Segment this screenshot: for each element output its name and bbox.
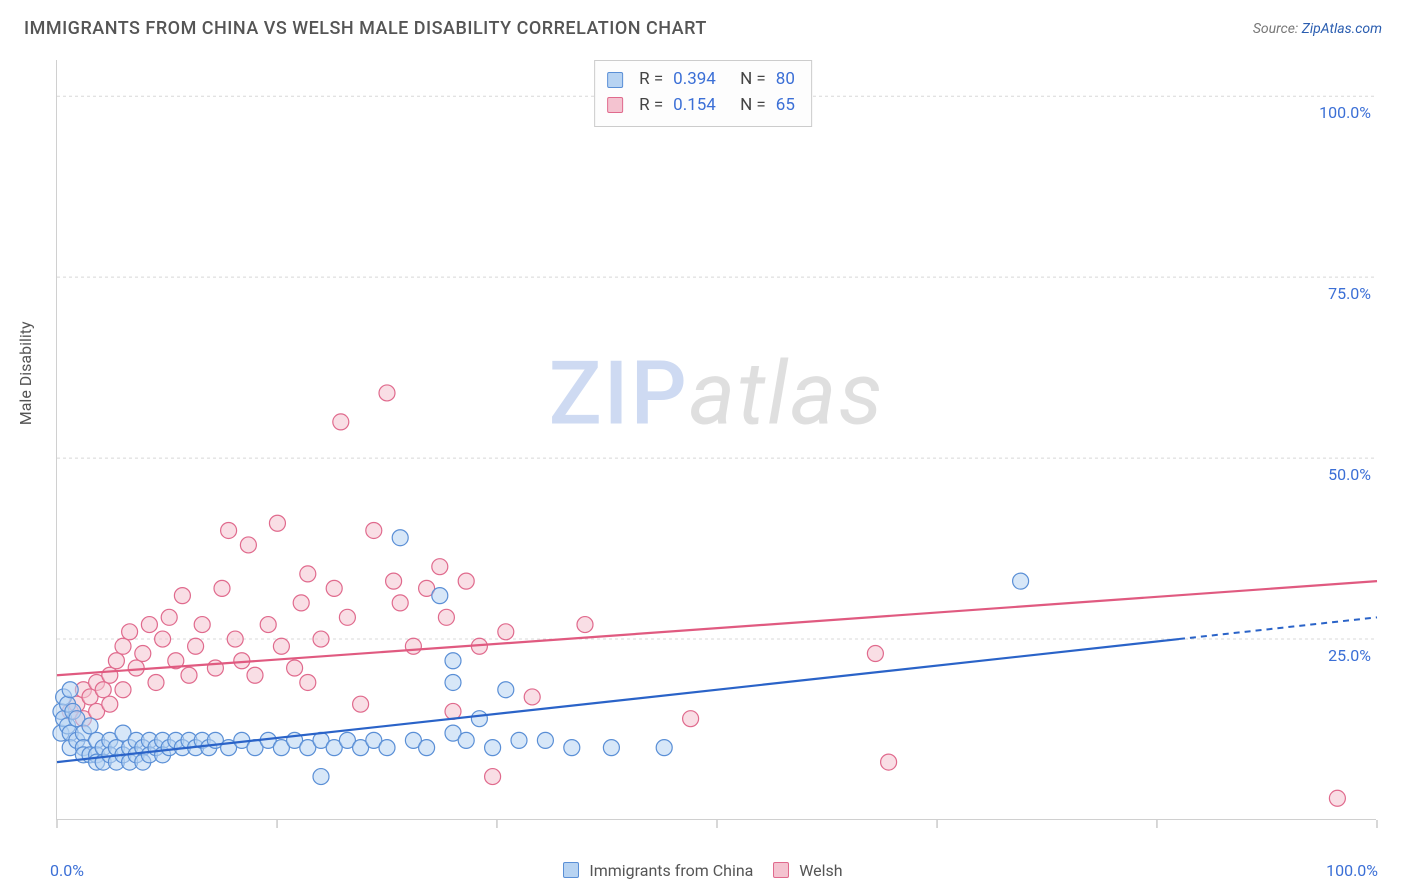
r-value-welsh: 0.154 — [673, 93, 716, 119]
y-axis-title: Male Disability — [16, 321, 35, 425]
x-ticks — [57, 820, 1377, 828]
plot-area: 25.0%50.0%75.0%100.0% ZIPatlas — [56, 60, 1376, 820]
r-label: R = — [639, 67, 663, 93]
chart-svg: 25.0% 50.0% 75.0% 100.0% — [57, 60, 1376, 819]
svg-text:75.0%: 75.0% — [1328, 284, 1371, 303]
y-tick-labels: 25.0% 50.0% 75.0% 100.0% — [1319, 103, 1371, 665]
stats-legend-box: R = 0.394 N = 80 R = 0.154 N = 65 — [594, 60, 812, 127]
r-value-china: 0.394 — [673, 67, 716, 93]
bottom-legend: Immigrants from China Welsh — [0, 861, 1406, 880]
chart-title: IMMIGRANTS FROM CHINA VS WELSH MALE DISA… — [24, 18, 707, 39]
source-credit: Source: ZipAtlas.com — [1253, 21, 1382, 37]
legend-swatch-china — [563, 862, 579, 878]
title-row: IMMIGRANTS FROM CHINA VS WELSH MALE DISA… — [24, 18, 1382, 39]
chart-container: IMMIGRANTS FROM CHINA VS WELSH MALE DISA… — [0, 0, 1406, 892]
source-label: Source: — [1253, 21, 1298, 37]
legend-label-china: Immigrants from China — [589, 861, 753, 880]
legend-swatch-welsh — [773, 862, 789, 878]
svg-text:50.0%: 50.0% — [1328, 465, 1371, 484]
n-value-china: 80 — [776, 67, 795, 93]
stats-row-china: R = 0.394 N = 80 — [607, 67, 795, 93]
svg-text:25.0%: 25.0% — [1328, 646, 1371, 665]
swatch-welsh — [607, 97, 623, 113]
svg-text:100.0%: 100.0% — [1319, 103, 1371, 122]
source-link[interactable]: ZipAtlas.com — [1302, 21, 1382, 37]
n-value-welsh: 65 — [776, 93, 795, 119]
grid-lines — [57, 96, 1377, 639]
legend-label-welsh: Welsh — [799, 861, 842, 880]
r-label: R = — [639, 93, 663, 119]
n-label: N = — [740, 93, 766, 119]
stats-row-welsh: R = 0.154 N = 65 — [607, 93, 795, 119]
swatch-china — [607, 72, 623, 88]
n-label: N = — [740, 67, 766, 93]
